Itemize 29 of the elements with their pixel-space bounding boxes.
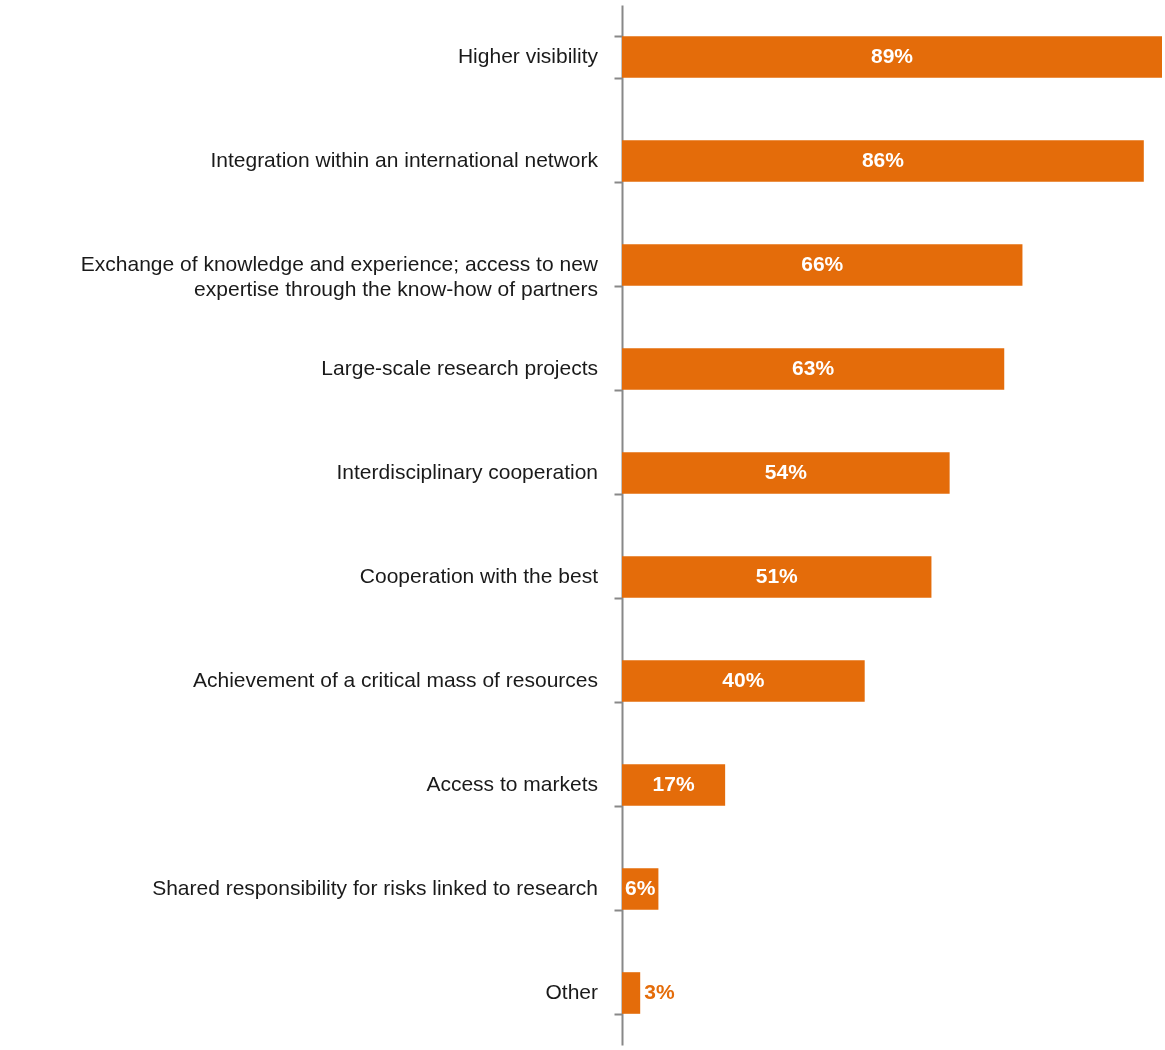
y-tick-label: Access to markets [426, 772, 598, 795]
data-label: 63% [792, 356, 835, 379]
bar [622, 452, 950, 494]
y-tick-label: Higher visibility [457, 44, 599, 67]
data-label: 54% [764, 460, 808, 483]
y-tick-label: Interdisciplinary cooperation [336, 460, 598, 483]
data-label: 40% [722, 668, 765, 691]
data-label: 3% [644, 980, 675, 1003]
bar [622, 140, 1144, 182]
data-label: 86% [861, 148, 905, 171]
bar [622, 556, 932, 598]
bar [622, 972, 641, 1014]
data-label: 51% [755, 564, 799, 587]
bar [622, 244, 1023, 286]
y-tick-label: Exchange of knowledge and experience; access to new expertise through the know-how of partners [80, 252, 599, 300]
data-label: 6% [625, 876, 656, 899]
data-label: 89% [870, 44, 914, 67]
y-tick-label: Cooperation with the best [359, 564, 599, 587]
y-tick-label: Large-scale research projects [321, 356, 598, 379]
data-label: 66% [801, 252, 844, 275]
y-tick-label: Integration within an international network [210, 148, 599, 171]
bar [622, 764, 726, 806]
y-tick-label: Achievement of a critical mass of resources [193, 668, 598, 691]
bar [622, 36, 1162, 78]
bar [622, 348, 1005, 390]
y-tick-label: Other [545, 980, 598, 1003]
data-label: 17% [652, 772, 695, 795]
bar [622, 660, 865, 702]
y-tick-label: Shared responsibility for risks linked to research [152, 876, 598, 899]
